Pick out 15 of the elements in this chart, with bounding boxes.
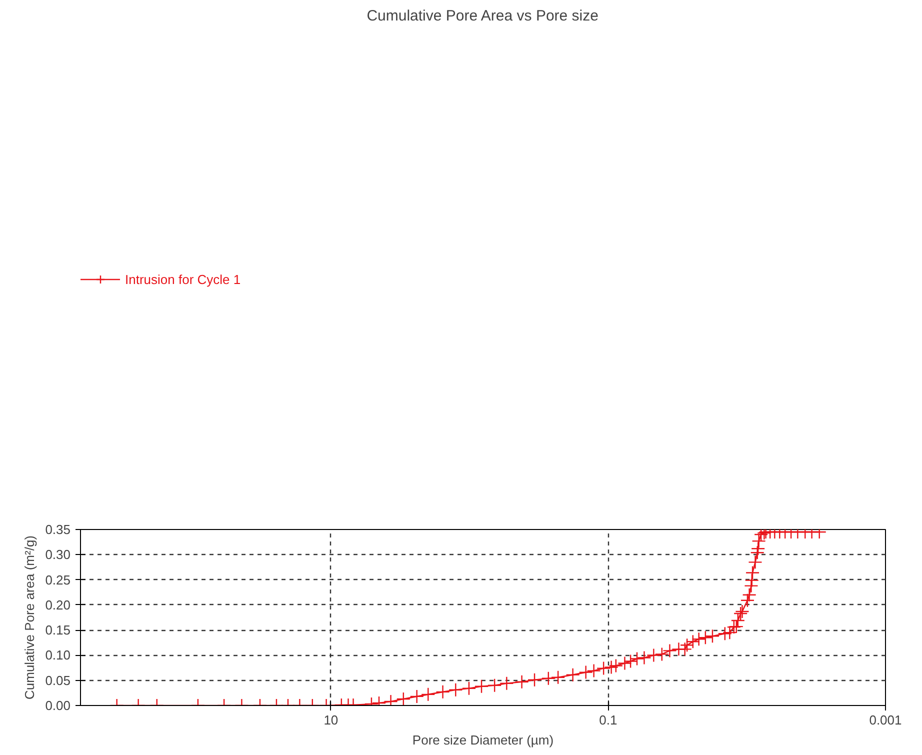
y-tick-label: 0.35 [45, 522, 71, 537]
x-axis-title: Pore size Diameter (µm) [412, 732, 554, 748]
y-tick-label: 0.15 [45, 622, 71, 638]
y-tick-label: 0.05 [45, 672, 71, 688]
x-tick-label: 0.001 [869, 712, 902, 728]
x-tick-label: 0.1 [599, 712, 618, 728]
chart-title: Cumulative Pore Area vs Pore size [366, 8, 598, 24]
y-tick-label: 0.25 [45, 572, 71, 588]
y-tick-label: 0.10 [45, 648, 71, 663]
y-axis-title: Cumulative Pore area (m²/g) [22, 536, 38, 700]
y-tick-label: 0.30 [45, 547, 71, 562]
legend-label: Intrusion for Cycle 1 [125, 272, 241, 286]
x-tick-label: 10 [324, 712, 338, 728]
y-tick-label: 0.00 [45, 698, 71, 713]
y-tick-label: 0.20 [45, 597, 71, 612]
